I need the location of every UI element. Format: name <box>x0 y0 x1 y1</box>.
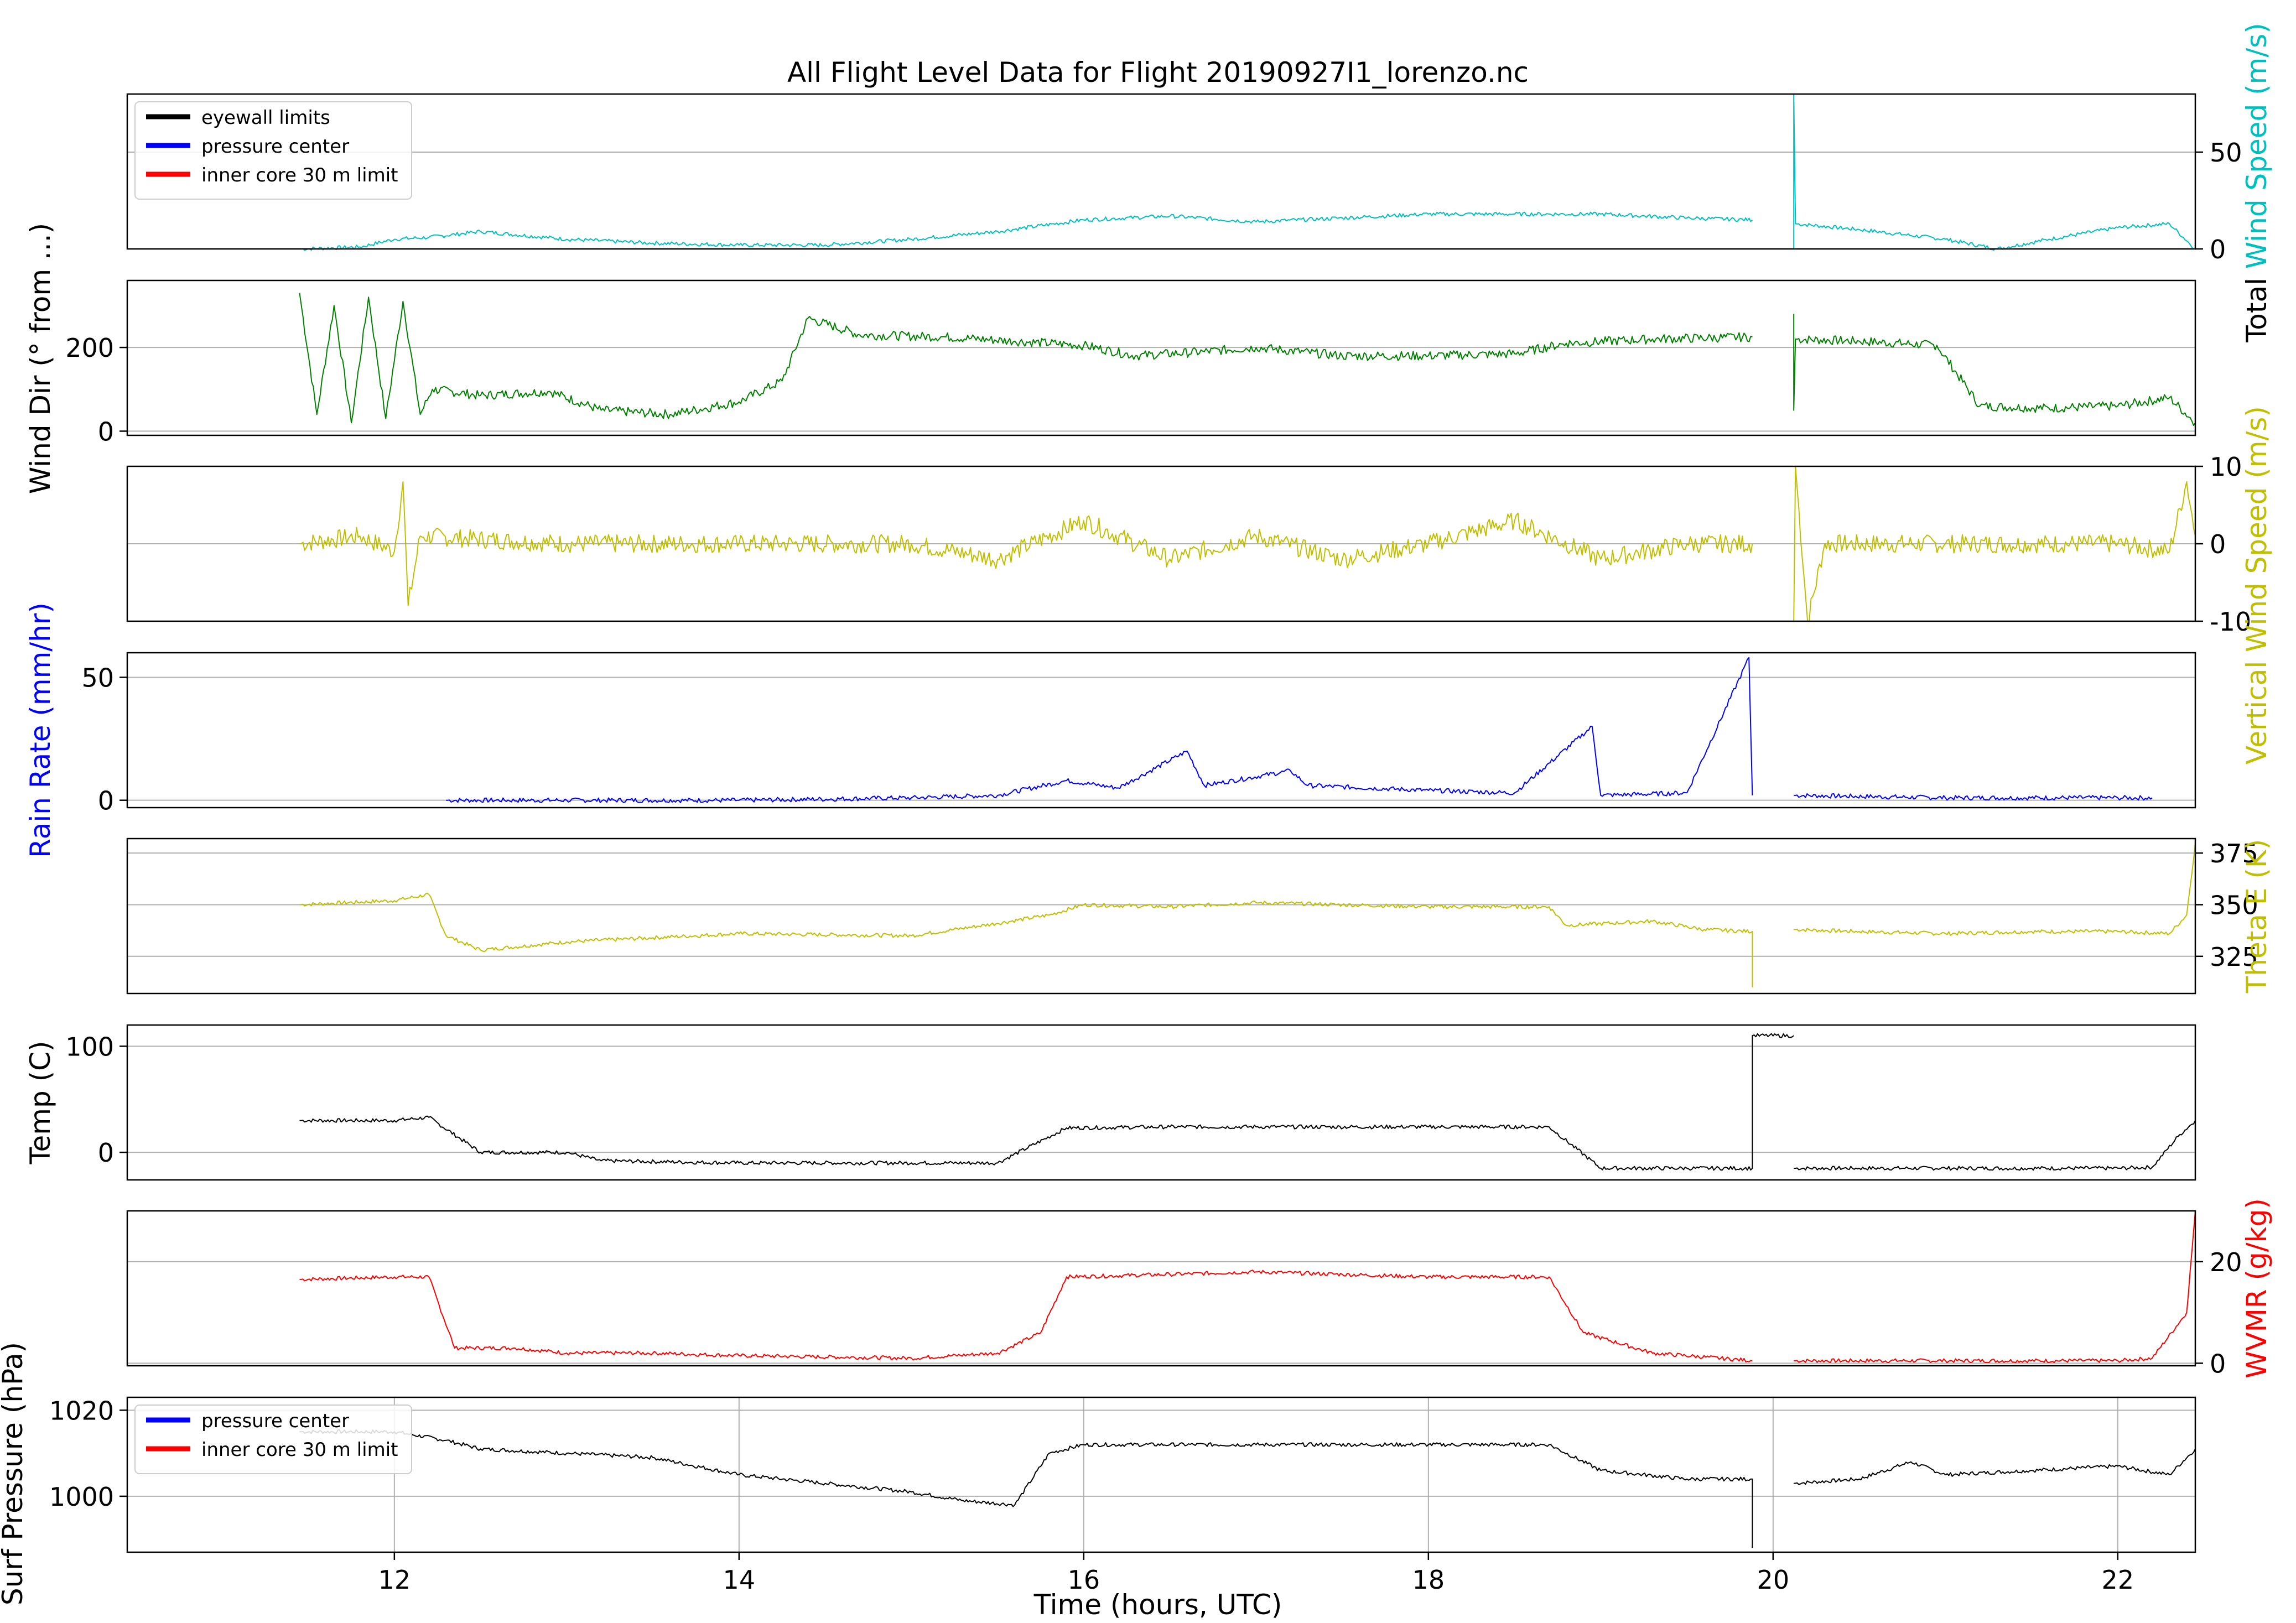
x-tick-label: 18 <box>1412 1565 1445 1595</box>
series-line-total-wind-0 <box>299 211 1753 251</box>
x-tick-label: 20 <box>1757 1565 1790 1595</box>
y-axis-label-total-wind: Total Wind Speed (m/s) <box>2241 23 2273 342</box>
legend: eyewall limits pressure center inner core … <box>134 101 412 200</box>
y-axis-label-part: Wind Speed (m/s) <box>2241 23 2273 269</box>
legend-label: inner core 30 m limit <box>201 164 398 186</box>
y-axis-label-part: Vertical Wind Speed (m/s) <box>2241 406 2273 764</box>
x-tick-label: 22 <box>2102 1565 2134 1595</box>
x-tick-label: 16 <box>1068 1565 1100 1595</box>
y-axis-label-part: Temp (C) <box>24 1041 56 1164</box>
y-tick-label: 0 <box>98 786 114 816</box>
y-tick-label: 0 <box>2210 235 2226 264</box>
legend-label: inner core 30 m limit <box>201 1439 398 1461</box>
series-line-wind-dir-0 <box>299 293 1753 424</box>
y-axis-label-temp: Temp (C) <box>24 1041 56 1164</box>
y-tick-label: 10 <box>2210 452 2242 482</box>
series-line-wind-dir-1 <box>1793 314 2196 426</box>
legend-label: pressure center <box>201 1410 349 1432</box>
legend: pressure center inner core 30 m limit <box>134 1404 412 1474</box>
series-line-rain-rate-1 <box>1794 793 2153 801</box>
y-tick-label: 1020 <box>49 1396 114 1426</box>
y-axis-label-part: Total <box>2241 269 2273 343</box>
y-tick-label: 325 <box>2210 942 2258 972</box>
series-line-total-wind-1 <box>1793 93 2195 251</box>
panel-rain-rate: 0 50 Rain Rate (mm/hr) <box>24 602 2196 858</box>
y-tick-label: 350 <box>2210 890 2258 920</box>
y-axis-label-part: Wind Dir (° from ...) <box>24 223 56 494</box>
series-line-rain-rate-0 <box>446 657 1753 803</box>
panel-wind-dir: 0 200 Wind Dir (° from ...) <box>24 223 2196 494</box>
y-axis-label-part: Surf Pressure (hPa) <box>0 1342 29 1605</box>
y-axis-label-wvmr: WVMR (g/kg) <box>2241 1198 2273 1378</box>
y-axis-label-part: Theta E (K) <box>2241 839 2273 993</box>
series-line-surf-pressure-0 <box>299 1429 1753 1548</box>
series-line-wvmr-0 <box>299 1270 1753 1362</box>
y-axis-label-rain-rate: Rain Rate (mm/hr) <box>24 602 56 858</box>
y-tick-label: 0 <box>98 1138 114 1168</box>
series-line-theta-e-0 <box>299 892 1753 987</box>
y-axis-label-part: WVMR (g/kg) <box>2241 1198 2273 1378</box>
series-line-wvmr-1 <box>1794 1210 2196 1364</box>
y-axis-label-wind-dir: Wind Dir (° from ...) <box>24 223 56 494</box>
panel-frame <box>126 1210 2196 1367</box>
y-tick-label: 200 <box>65 333 114 363</box>
y-axis-label-part: Rain Rate (mm/hr) <box>24 602 56 858</box>
panel-frame <box>126 652 2196 809</box>
series-line-surf-pressure-1 <box>1794 1448 2196 1485</box>
series-line-theta-e-1 <box>1794 842 2196 936</box>
chart-title: All Flight Level Data for Flight 2019092… <box>787 56 1529 89</box>
y-tick-label: 375 <box>2210 839 2258 868</box>
panel-temp: 0 100 Temp (C) <box>24 1024 2196 1181</box>
panel-frame <box>126 1024 2196 1181</box>
y-tick-label: 100 <box>65 1032 114 1062</box>
panel-frame <box>126 837 2196 995</box>
x-axis-label: Time (hours, UTC) <box>1033 1589 1282 1621</box>
panel-frame <box>126 93 2196 250</box>
series-line-temp-1 <box>1794 1120 2196 1171</box>
x-tick-label: 12 <box>378 1565 411 1595</box>
y-axis-label-theta-e: Theta E (K) <box>2241 839 2273 993</box>
y-tick-label: 0 <box>2210 529 2226 559</box>
legend-box <box>134 1404 412 1474</box>
y-axis-label-vertical-wind: Vertical Wind Speed (m/s) <box>2241 406 2273 764</box>
panel-frame <box>126 1396 2196 1553</box>
series-line-temp-0 <box>299 1033 1794 1171</box>
y-tick-label: 20 <box>2210 1247 2242 1277</box>
y-tick-label: 0 <box>98 417 114 446</box>
y-axis-label-surf-pressure: Surf Pressure (hPa) <box>0 1342 29 1605</box>
legend-label: eyewall limits <box>201 107 330 129</box>
series-line-vertical-wind-1 <box>1793 466 2196 622</box>
y-tick-label: 1000 <box>49 1482 114 1512</box>
y-tick-label: 50 <box>81 663 114 693</box>
legend-box <box>134 101 412 200</box>
y-tick-label: 0 <box>2210 1349 2226 1378</box>
series-line-vertical-wind-0 <box>299 481 1753 606</box>
x-tick-label: 14 <box>723 1565 756 1595</box>
y-tick-label: -10 <box>2210 607 2251 637</box>
legend-label: pressure center <box>201 136 349 158</box>
panel-surf-pressure: 1000 1020 Surf Pressure (hPa) pressure cent… <box>0 1342 2196 1605</box>
panel-frame <box>126 279 2196 436</box>
y-tick-label: 50 <box>2210 138 2242 168</box>
